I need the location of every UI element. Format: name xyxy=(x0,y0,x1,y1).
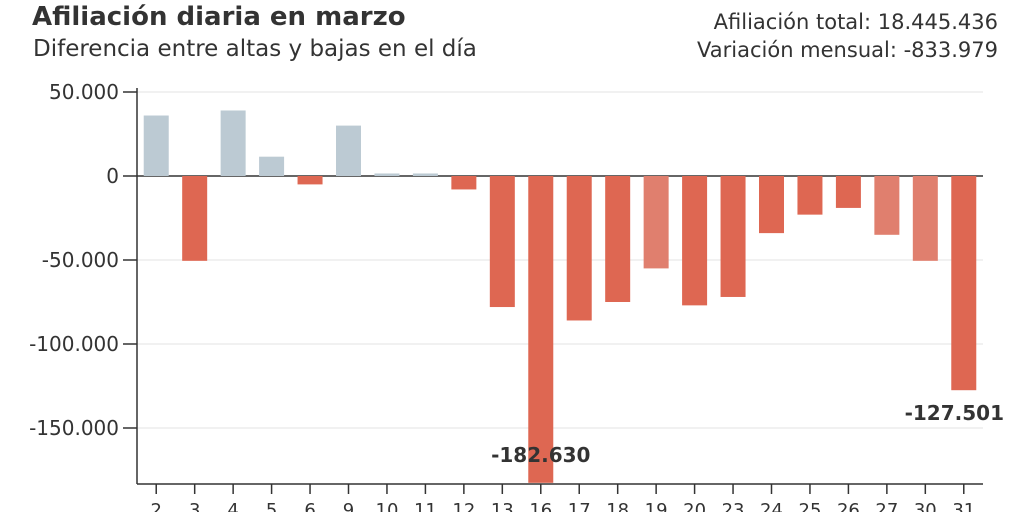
bar-day-27 xyxy=(874,176,900,235)
bar-day-2 xyxy=(143,115,169,176)
y-axis-ticks: 50.000 0 -50.000 -100.000 -150.000 xyxy=(29,80,137,440)
bar-day-3 xyxy=(182,176,208,261)
bar-day-20 xyxy=(682,176,708,306)
bar-day-4 xyxy=(220,110,246,176)
x-tick-label: 18 xyxy=(606,500,629,512)
x-tick-label: 9 xyxy=(343,500,354,512)
x-tick-label: 27 xyxy=(875,500,898,512)
bar-day-25 xyxy=(797,176,823,215)
x-tick-label: 11 xyxy=(414,500,437,512)
bar-day-11 xyxy=(412,173,438,176)
bar-day-5 xyxy=(259,156,285,176)
grid-lines xyxy=(137,91,983,429)
bar-day-24 xyxy=(759,176,784,234)
chart-subtitle: Diferencia entre altas y bajas en el día xyxy=(33,36,477,62)
y-tick-label: 0 xyxy=(106,164,119,188)
x-tick-label: 24 xyxy=(760,500,783,512)
x-tick-label: 4 xyxy=(227,500,238,512)
x-tick-label: 31 xyxy=(952,500,975,512)
data-labels: -182.630 -127.501 xyxy=(491,401,1004,467)
x-tick-label: 2 xyxy=(151,500,162,512)
data-label-day-16: -182.630 xyxy=(491,443,590,467)
bar-day-17 xyxy=(566,176,592,321)
summary-stats: Afiliación total: 18.445.436 Variación m… xyxy=(697,8,998,64)
axes xyxy=(136,88,983,485)
bar-day-19 xyxy=(643,176,669,269)
bar-day-12 xyxy=(451,176,477,190)
bar-day-10 xyxy=(374,173,400,176)
x-tick-label: 25 xyxy=(799,500,822,512)
monthly-variation-label: Variación mensual: -833.979 xyxy=(697,38,998,62)
x-tick-label: 3 xyxy=(189,500,200,512)
x-tick-label: 13 xyxy=(491,500,514,512)
bar-day-18 xyxy=(605,176,631,302)
bar-day-9 xyxy=(336,125,361,176)
x-tick-label: 6 xyxy=(304,500,315,512)
x-tick-label: 16 xyxy=(529,500,552,512)
y-tick-label: -150.000 xyxy=(29,416,119,440)
bar-day-26 xyxy=(835,176,861,208)
total-affiliation-label: Afiliación total: 18.445.436 xyxy=(713,10,998,34)
bar-day-6 xyxy=(297,176,323,185)
bars xyxy=(143,110,977,483)
chart-title: Afiliación diaria en marzo xyxy=(32,2,406,32)
x-tick-label: 20 xyxy=(683,500,706,512)
x-tick-label: 5 xyxy=(266,500,277,512)
x-tick-label: 19 xyxy=(645,500,668,512)
x-tick-label: 10 xyxy=(376,500,399,512)
y-tick-label: -50.000 xyxy=(42,248,119,272)
bar-day-23 xyxy=(720,176,746,297)
x-tick-label: 23 xyxy=(722,500,745,512)
x-tick-label: 26 xyxy=(837,500,860,512)
bar-day-31 xyxy=(951,176,977,391)
data-label-day-31: -127.501 xyxy=(905,401,1004,425)
x-tick-label: 17 xyxy=(568,500,591,512)
y-tick-label: 50.000 xyxy=(49,80,119,104)
x-axis-labels: 2 3 4 5 6 9 10 11 12 13 16 17 18 19 20 23 24 25 26 27 30 31 xyxy=(151,484,975,512)
bar-day-30 xyxy=(912,176,938,261)
bar-day-13 xyxy=(489,176,515,308)
y-tick-label: -100.000 xyxy=(29,332,119,356)
x-tick-label: 30 xyxy=(914,500,937,512)
bar-day-16 xyxy=(528,176,554,483)
x-tick-label: 12 xyxy=(452,500,475,512)
